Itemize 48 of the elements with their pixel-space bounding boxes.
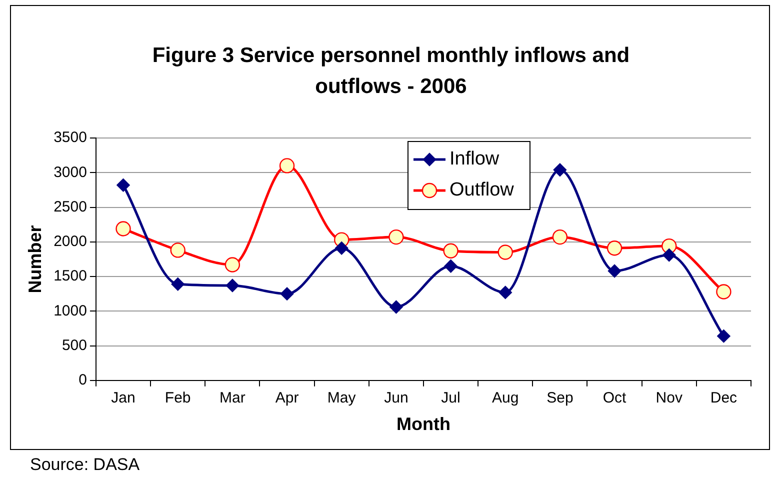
point (443, 243, 458, 258)
y-tick-label: 1500 (54, 268, 87, 285)
point (335, 242, 348, 255)
x-tick-label: Apr (275, 390, 299, 407)
point (444, 260, 458, 273)
x-tick-label: Oct (602, 390, 628, 407)
legend-label: Inflow (449, 148, 500, 170)
y-tick-label: 2500 (54, 198, 87, 216)
x-tick-label: Feb (164, 390, 191, 407)
x-tick-label: Dec (710, 390, 738, 407)
y-tick-label: 3500 (54, 129, 87, 146)
x-tick-label: Mar (220, 390, 246, 407)
chart-title: Figure 3 Service personnel monthly inflows and outflows - 2006 (151, 43, 631, 100)
x-axis-title: Month (396, 414, 450, 434)
point (608, 264, 622, 278)
y-tick-label: 500 (62, 336, 87, 354)
y-tick-label: 2000 (54, 233, 87, 250)
point (716, 284, 732, 300)
point (498, 244, 513, 260)
point (116, 178, 130, 192)
point (662, 248, 676, 262)
x-tick-label: May (327, 390, 356, 407)
point (553, 163, 567, 176)
x-tick-label: Jan (111, 390, 136, 407)
point (226, 278, 240, 292)
y-tick-label: 1000 (54, 302, 87, 320)
x-tick-label: Nov (656, 390, 683, 407)
point (171, 278, 184, 291)
point (717, 329, 730, 343)
point (279, 158, 295, 174)
point (388, 229, 404, 245)
y-tick-label: 3000 (54, 164, 87, 181)
y-axis-title: Number (24, 225, 45, 294)
point (224, 257, 240, 272)
x-tick-label: Jun (384, 390, 408, 407)
point (116, 221, 131, 236)
x-tick-label: Aug (492, 390, 519, 407)
source-note: Source: DASA (30, 455, 140, 475)
y-tick-label: 0 (78, 372, 87, 389)
x-tick-label: Jul (441, 390, 460, 407)
point (170, 242, 186, 258)
point (390, 300, 403, 314)
point (606, 240, 622, 256)
x-tick-label: Sep (546, 390, 574, 407)
point (498, 286, 512, 300)
point (552, 229, 568, 245)
point (280, 287, 294, 300)
legend-label: Outflow (449, 180, 514, 201)
